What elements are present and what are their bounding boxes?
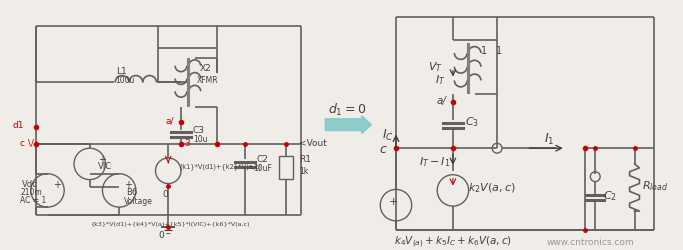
Text: 0: 0: [163, 189, 168, 198]
Text: C3: C3: [193, 126, 205, 134]
Text: www.cntronics.com: www.cntronics.com: [546, 237, 634, 246]
Text: c \/: c \/: [20, 138, 34, 147]
Text: d1: d1: [12, 121, 24, 130]
Text: a/: a/: [165, 116, 173, 125]
Text: $I_1$: $I_1$: [544, 131, 555, 146]
Text: 1k: 1k: [298, 166, 308, 175]
Text: $k_2V(a,c)$: $k_2V(a,c)$: [468, 181, 516, 194]
Text: L1: L1: [116, 67, 127, 76]
Text: {k3}*V(d1)+{k4}*V(a)+{k5}*I(VIC)+{k6}*V(a,c): {k3}*V(d1)+{k4}*V(a)+{k5}*I(VIC)+{k6}*V(…: [89, 222, 249, 226]
Text: 0: 0: [158, 230, 164, 239]
Text: +: +: [53, 179, 61, 189]
Text: C2: C2: [257, 154, 268, 163]
FancyArrow shape: [325, 116, 372, 134]
Text: a/: a/: [436, 96, 446, 106]
Text: XFMR: XFMR: [197, 76, 219, 85]
Text: <Vout: <Vout: [298, 138, 326, 147]
Text: 1: 1: [482, 46, 488, 56]
Text: $C_2$: $C_2$: [603, 189, 617, 202]
Text: Voltage: Voltage: [124, 196, 153, 205]
Text: +: +: [98, 154, 106, 164]
Text: 3: 3: [184, 138, 190, 147]
Text: $k_4V_{(a)}+k_5I_C+k_6V(a,c)$: $k_4V_{(a)}+k_5I_C+k_6V(a,c)$: [394, 234, 512, 249]
Text: $R_{load}$: $R_{load}$: [642, 179, 669, 193]
Text: {k1}*V(d1)+{k2}*V(a,c): {k1}*V(d1)+{k2}*V(a,c): [178, 163, 261, 170]
Text: VIC: VIC: [98, 162, 112, 171]
Text: 1: 1: [496, 46, 502, 56]
Text: 100u: 100u: [115, 76, 135, 85]
Text: $I_C$: $I_C$: [382, 128, 394, 142]
Text: $c$: $c$: [379, 142, 388, 155]
Text: +: +: [389, 196, 398, 206]
Text: $V_T$: $V_T$: [428, 60, 443, 73]
Text: $C_3$: $C_3$: [464, 114, 479, 128]
Text: X2: X2: [199, 64, 212, 73]
Text: $I_T - I_1$: $I_T - I_1$: [419, 154, 450, 168]
Text: Vdc: Vdc: [22, 179, 38, 188]
Text: AC = 1: AC = 1: [20, 195, 46, 204]
Text: B6: B6: [126, 187, 137, 196]
Text: +: +: [124, 179, 132, 189]
Text: 10uF: 10uF: [253, 164, 273, 173]
Text: $d_1=0$: $d_1=0$: [329, 102, 367, 117]
Text: 210m: 210m: [20, 187, 42, 196]
Text: R1: R1: [298, 154, 311, 163]
Text: 10u: 10u: [193, 134, 207, 143]
Text: $I_T$: $I_T$: [435, 73, 446, 87]
